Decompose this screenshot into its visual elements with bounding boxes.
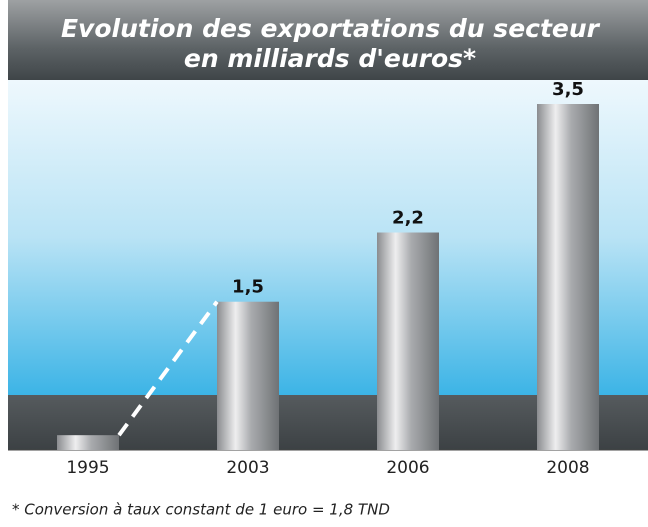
chart-title: en milliards d'euros* xyxy=(184,44,476,73)
x-tick-label: 1995 xyxy=(66,458,109,478)
title-band xyxy=(8,0,648,80)
dashed-connector xyxy=(117,300,219,437)
bar xyxy=(377,232,439,450)
chart-title: Evolution des exportations du secteur xyxy=(61,14,601,43)
x-tick-label: 2006 xyxy=(386,458,429,478)
x-tick-label: 2003 xyxy=(226,458,269,478)
bar xyxy=(537,104,599,450)
bar xyxy=(57,435,119,450)
x-tick-label: 2008 xyxy=(546,458,589,478)
value-label: 2,2 xyxy=(392,208,424,229)
footnote: * Conversion à taux constant de 1 euro =… xyxy=(12,501,390,519)
value-label: 1,5 xyxy=(232,277,264,298)
bar xyxy=(217,301,279,450)
value-label: 3,5 xyxy=(552,79,584,100)
